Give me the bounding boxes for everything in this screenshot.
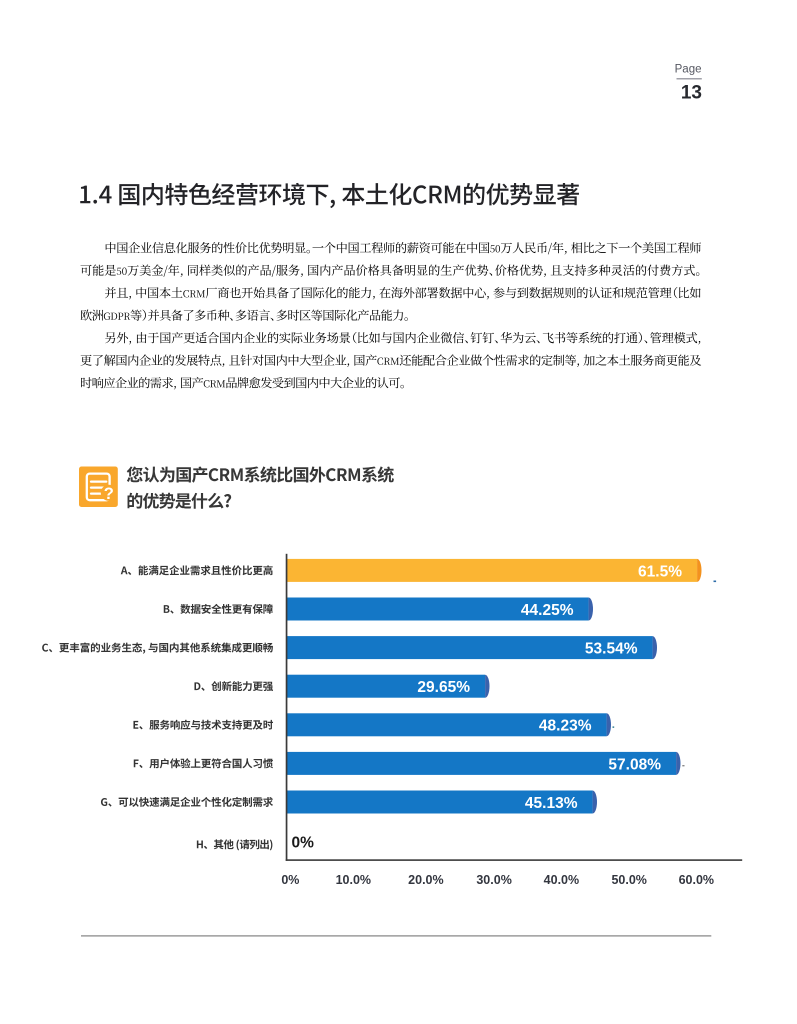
svg-text:50.0%: 50.0% (611, 873, 646, 887)
svg-text:48.23%: 48.23% (539, 718, 592, 735)
svg-text:40.0%: 40.0% (544, 873, 579, 887)
svg-text:57.08%: 57.08% (608, 756, 661, 773)
svg-text:30.0%: 30.0% (476, 873, 511, 887)
svg-text:20.0%: 20.0% (408, 873, 443, 887)
svg-text:44.25%: 44.25% (521, 602, 574, 619)
svg-text:?: ? (104, 485, 114, 503)
svg-text:60.0%: 60.0% (679, 873, 714, 887)
svg-text:0%: 0% (292, 835, 315, 852)
svg-text:10.0%: 10.0% (336, 873, 371, 887)
svg-text:29.65%: 29.65% (417, 679, 470, 696)
svg-text:53.54%: 53.54% (585, 641, 638, 658)
svg-text:Page: Page (675, 64, 702, 76)
svg-text:13: 13 (681, 83, 702, 104)
svg-text:61.5%: 61.5% (638, 563, 682, 580)
svg-text:0%: 0% (281, 873, 299, 887)
svg-text:45.13%: 45.13% (525, 795, 578, 812)
